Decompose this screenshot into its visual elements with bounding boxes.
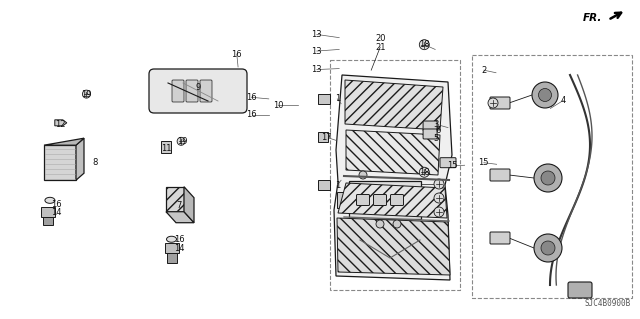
- Bar: [319, 132, 328, 142]
- Text: 16: 16: [246, 110, 257, 119]
- Text: 14: 14: [51, 208, 61, 217]
- Polygon shape: [166, 187, 184, 212]
- Text: 16: 16: [246, 93, 257, 102]
- Circle shape: [419, 167, 429, 177]
- Text: 19: 19: [177, 137, 188, 146]
- Text: 4: 4: [561, 96, 566, 105]
- Circle shape: [393, 220, 401, 228]
- Text: 17: 17: [321, 133, 332, 142]
- Text: SJC4B0900B: SJC4B0900B: [585, 299, 631, 308]
- FancyBboxPatch shape: [490, 169, 510, 181]
- Text: 16: 16: [232, 50, 242, 59]
- Ellipse shape: [45, 197, 55, 203]
- Circle shape: [541, 241, 555, 255]
- Circle shape: [534, 164, 562, 192]
- Text: 11: 11: [161, 144, 172, 153]
- Text: 12: 12: [56, 120, 66, 129]
- Polygon shape: [345, 80, 443, 130]
- Text: 19: 19: [81, 90, 92, 99]
- Text: 13: 13: [312, 30, 322, 39]
- Circle shape: [532, 82, 558, 108]
- Circle shape: [488, 98, 498, 108]
- Circle shape: [434, 207, 444, 217]
- Text: 13: 13: [312, 47, 322, 56]
- Circle shape: [534, 234, 562, 262]
- Text: 1: 1: [335, 181, 340, 189]
- Text: 5: 5: [434, 134, 439, 143]
- FancyBboxPatch shape: [490, 232, 510, 244]
- Text: 1: 1: [335, 94, 340, 103]
- Text: 15: 15: [447, 161, 458, 170]
- Text: 14: 14: [174, 244, 184, 253]
- FancyBboxPatch shape: [568, 282, 592, 298]
- Circle shape: [434, 179, 444, 189]
- Ellipse shape: [166, 236, 177, 242]
- Circle shape: [541, 171, 555, 185]
- FancyBboxPatch shape: [200, 80, 212, 102]
- Polygon shape: [44, 138, 84, 145]
- Text: 18: 18: [419, 168, 429, 177]
- Polygon shape: [184, 187, 194, 223]
- FancyBboxPatch shape: [490, 97, 510, 109]
- Bar: [472, 55, 632, 298]
- Polygon shape: [76, 138, 84, 180]
- Polygon shape: [337, 218, 450, 275]
- Text: 9: 9: [196, 83, 201, 92]
- Bar: [166, 253, 177, 263]
- Bar: [318, 94, 330, 104]
- FancyBboxPatch shape: [149, 69, 247, 113]
- Circle shape: [434, 193, 444, 203]
- Text: 16: 16: [174, 235, 184, 244]
- Text: FR.: FR.: [582, 13, 602, 23]
- Circle shape: [177, 137, 185, 145]
- Bar: [330, 60, 460, 290]
- FancyBboxPatch shape: [390, 195, 403, 205]
- Text: 8: 8: [92, 158, 97, 167]
- Text: 16: 16: [51, 200, 61, 209]
- Text: 3: 3: [434, 120, 439, 129]
- Polygon shape: [338, 183, 447, 218]
- FancyBboxPatch shape: [423, 129, 437, 139]
- Polygon shape: [55, 120, 67, 126]
- Polygon shape: [337, 192, 349, 208]
- FancyBboxPatch shape: [440, 158, 456, 168]
- Polygon shape: [161, 141, 172, 153]
- Bar: [43, 217, 53, 225]
- Text: 15: 15: [479, 158, 489, 167]
- FancyBboxPatch shape: [374, 195, 387, 205]
- FancyBboxPatch shape: [172, 80, 184, 102]
- Text: 18: 18: [419, 40, 429, 49]
- FancyBboxPatch shape: [356, 195, 369, 205]
- Polygon shape: [346, 130, 440, 175]
- Circle shape: [538, 88, 552, 101]
- Circle shape: [83, 90, 90, 98]
- Bar: [41, 207, 55, 217]
- Text: 6: 6: [436, 126, 441, 135]
- Bar: [349, 181, 421, 219]
- Circle shape: [376, 220, 384, 228]
- Text: 13: 13: [312, 65, 322, 74]
- FancyBboxPatch shape: [186, 80, 198, 102]
- Text: 10: 10: [273, 101, 284, 110]
- Bar: [164, 243, 179, 253]
- FancyBboxPatch shape: [423, 121, 437, 131]
- Text: 20: 20: [375, 34, 385, 43]
- Text: 7: 7: [177, 201, 182, 210]
- Polygon shape: [44, 145, 76, 180]
- Circle shape: [359, 171, 367, 179]
- Bar: [318, 180, 330, 190]
- Polygon shape: [334, 75, 452, 280]
- Text: 21: 21: [375, 43, 385, 52]
- Text: 2: 2: [481, 66, 486, 75]
- Polygon shape: [166, 212, 194, 223]
- Circle shape: [419, 40, 429, 50]
